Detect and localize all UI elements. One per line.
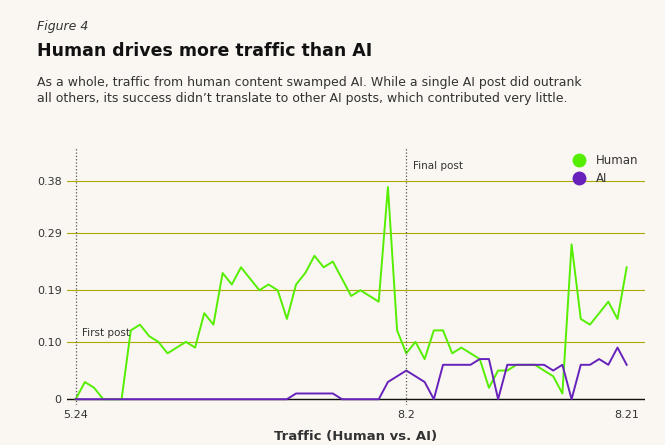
Legend: Human, AI: Human, AI (563, 149, 642, 190)
Text: all others, its success didn’t translate to other AI posts, which contributed ve: all others, its success didn’t translate… (37, 92, 567, 105)
Text: As a whole, traffic from human content swamped AI. While a single AI post did ou: As a whole, traffic from human content s… (37, 76, 581, 89)
Text: Figure 4: Figure 4 (37, 20, 88, 33)
Text: First post: First post (82, 328, 130, 337)
Text: Final post: Final post (413, 161, 463, 171)
X-axis label: Traffic (Human vs. AI): Traffic (Human vs. AI) (274, 429, 438, 442)
Text: Human drives more traffic than AI: Human drives more traffic than AI (37, 42, 372, 60)
